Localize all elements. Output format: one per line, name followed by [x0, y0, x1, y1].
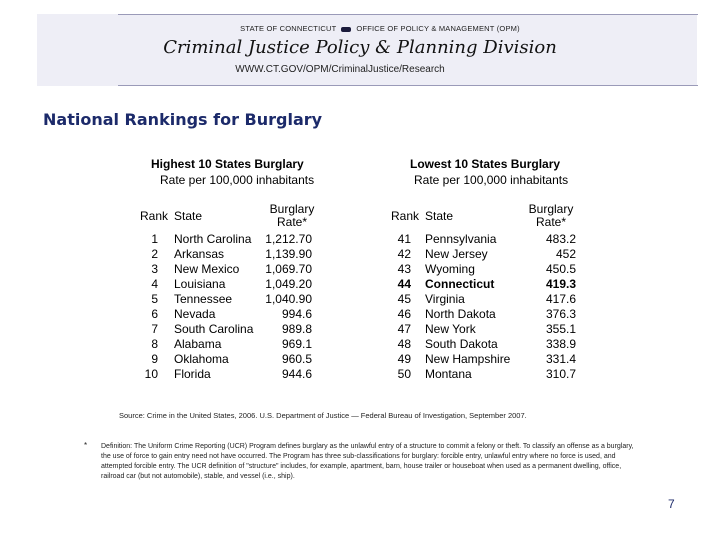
source-note: Source: Crime in the United States, 2006…: [119, 411, 527, 420]
rate-cell: 331.4: [545, 352, 576, 366]
highest-rate-header-line2: Rate*: [276, 215, 308, 229]
state-cell: New Hampshire: [425, 352, 511, 366]
rate-cell: 310.7: [545, 367, 576, 381]
rank-cell: 50: [397, 367, 411, 381]
rank-cell: 4: [151, 277, 158, 291]
lowest-rank-header: Rank: [391, 209, 420, 223]
rank-cell: 6: [151, 307, 158, 321]
highest-table-title: Highest 10 States Burglary: [151, 157, 304, 171]
rate-cell: 452: [555, 247, 576, 261]
page-number: 7: [668, 497, 675, 511]
state-cell: Nevada: [174, 307, 216, 321]
highest-rank-header: Rank: [140, 209, 169, 223]
rate-cell: 994.6: [281, 307, 312, 321]
rank-cell: 43: [397, 262, 411, 276]
agency-line: STATE OF CONNECTICUT OFFICE OF POLICY & M…: [0, 24, 720, 33]
rank-cell: 47: [397, 322, 411, 336]
rate-cell: 1,069.70: [265, 262, 312, 276]
highest-table-subtitle: Rate per 100,000 inhabitants: [160, 173, 315, 187]
rank-cell: 5: [151, 292, 158, 306]
rank-cell: 3: [151, 262, 158, 276]
state-cell: Tennessee: [174, 292, 233, 306]
state-cell: Wyoming: [425, 262, 475, 276]
state-cell: Arkansas: [174, 247, 225, 261]
rank-cell: 1: [151, 232, 158, 246]
state-cell: New Jersey: [425, 247, 488, 261]
rate-cell: 376.3: [545, 307, 576, 321]
rank-cell: 7: [151, 322, 158, 336]
rate-cell: 338.9: [545, 337, 576, 351]
highest-state-header: State: [174, 209, 203, 223]
state-cell: Montana: [425, 367, 472, 381]
state-cell: Pennsylvania: [425, 232, 497, 246]
rate-cell: 989.8: [281, 322, 312, 336]
header-bottom-rule: [118, 85, 698, 86]
rank-cell: 48: [397, 337, 411, 351]
agency-right: OFFICE OF POLICY & MANAGEMENT (OPM): [356, 24, 520, 33]
rate-cell: 419.3: [545, 277, 576, 291]
agency-left: STATE OF CONNECTICUT: [240, 24, 337, 33]
footnote-marker: *: [84, 441, 88, 450]
rate-cell: 417.6: [545, 292, 576, 306]
division-title: Criminal Justice Policy & Planning Divis…: [163, 37, 557, 58]
state-cell: Louisiana: [174, 277, 226, 291]
state-cell: Florida: [174, 367, 211, 381]
website-url: WWW.CT.GOV/OPM/CriminalJustice/Research: [235, 64, 445, 75]
rate-cell: 944.6: [281, 367, 312, 381]
state-cell: Oklahoma: [174, 352, 229, 366]
state-cell: Connecticut: [425, 277, 495, 291]
rate-cell: 483.2: [545, 232, 576, 246]
rank-cell: 8: [151, 337, 158, 351]
lowest-table-title: Lowest 10 States Burglary: [410, 157, 561, 171]
rank-cell: 10: [144, 367, 158, 381]
separator-icon: [341, 26, 352, 32]
rank-cell: 2: [151, 247, 158, 261]
rate-cell: 355.1: [545, 322, 576, 336]
state-cell: Alabama: [174, 337, 222, 351]
rank-cell: 9: [151, 352, 158, 366]
rate-cell: 1,040.90: [265, 292, 312, 306]
page-title: National Rankings for Burglary: [43, 110, 323, 129]
state-cell: North Carolina: [174, 232, 252, 246]
rate-cell: 1,049.20: [265, 277, 312, 291]
rate-cell: 450.5: [545, 262, 576, 276]
rank-cell: 44: [397, 277, 411, 291]
state-cell: Virginia: [425, 292, 465, 306]
rate-cell: 1,212.70: [265, 232, 312, 246]
rank-cell: 41: [397, 232, 411, 246]
state-cell: North Dakota: [425, 307, 496, 321]
lowest-rate-header: Burglary Rate*: [527, 203, 575, 229]
highest-rate-header-line1: Burglary: [269, 202, 315, 216]
rank-cell: 49: [397, 352, 411, 366]
rank-cell: 45: [397, 292, 411, 306]
state-cell: New Mexico: [174, 262, 240, 276]
definition-footnote: Definition: The Uniform Crime Reporting …: [101, 443, 634, 480]
state-cell: South Carolina: [174, 322, 254, 336]
state-cell: South Dakota: [425, 337, 498, 351]
lowest-rate-header-line1: Burglary: [528, 202, 574, 216]
highest-rate-header: Burglary Rate*: [268, 203, 316, 229]
rate-cell: 1,139.90: [265, 247, 312, 261]
lowest-rate-header-line2: Rate*: [535, 215, 567, 229]
rate-cell: 969.1: [281, 337, 312, 351]
lowest-state-header: State: [425, 209, 454, 223]
header-top-rule: [118, 14, 698, 15]
state-cell: New York: [425, 322, 476, 336]
rank-cell: 42: [397, 247, 411, 261]
lowest-table-subtitle: Rate per 100,000 inhabitants: [414, 173, 569, 187]
rank-cell: 46: [397, 307, 411, 321]
header-band: [37, 14, 697, 86]
rate-cell: 960.5: [281, 352, 312, 366]
